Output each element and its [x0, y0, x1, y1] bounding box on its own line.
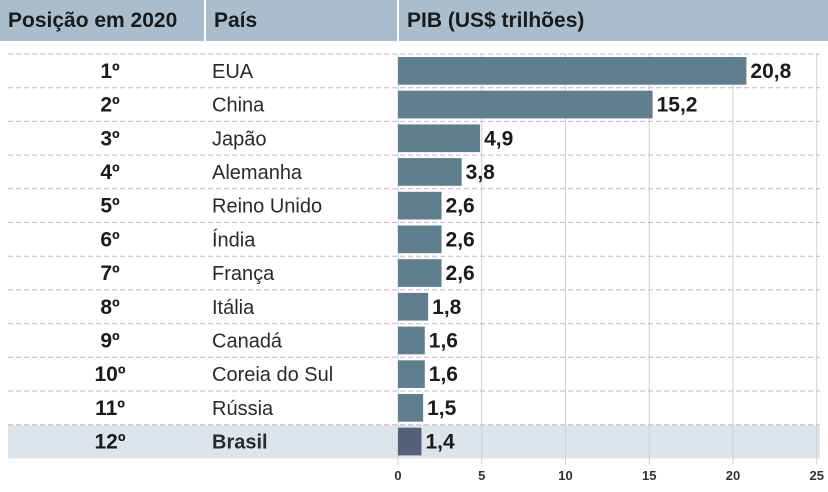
rank-label: 11º: [95, 397, 125, 420]
x-tick-label: 20: [726, 468, 740, 483]
value-label: 1,6: [429, 363, 458, 386]
rank-label: 6º: [100, 228, 120, 251]
bar-6: [398, 225, 442, 254]
rank-label: 3º: [100, 127, 120, 150]
bar-3: [398, 124, 481, 153]
bar-1: [398, 57, 747, 85]
rank-label: 1º: [100, 60, 120, 83]
rank-label: 5º: [100, 195, 120, 218]
value-label: 1,5: [427, 397, 457, 420]
bar-8: [398, 292, 429, 321]
value-label: 3,8: [466, 161, 496, 184]
x-tick-label: 10: [558, 468, 572, 483]
x-tick-label: 25: [810, 468, 824, 483]
x-tick-label: 15: [642, 468, 656, 483]
country-label: Coreia do Sul: [212, 364, 333, 386]
rank-label: 12º: [94, 431, 125, 454]
value-label: 2,6: [446, 262, 475, 285]
rank-label: 4º: [100, 161, 120, 184]
rank-label: 8º: [100, 296, 120, 319]
country-label: Canadá: [212, 330, 283, 352]
bar-12: [398, 427, 422, 456]
header-rank: Posição em 2020: [0, 0, 204, 41]
value-label: 15,2: [657, 94, 698, 117]
bar-9: [398, 326, 425, 355]
x-tick-label: 5: [478, 468, 485, 483]
country-label: França: [212, 263, 275, 285]
bar-4: [398, 158, 462, 186]
bar-11: [398, 394, 424, 422]
x-tick-label: 0: [394, 468, 401, 483]
value-label: 2,6: [446, 228, 475, 251]
table-header: Posição em 2020 País PIB (US$ trilhões): [0, 0, 828, 41]
country-label: Itália: [212, 297, 255, 319]
country-label: Brasil: [212, 432, 268, 454]
bar-10: [398, 360, 425, 388]
rank-label: 10º: [94, 363, 125, 386]
header-gdp: PIB (US$ trilhões): [399, 0, 828, 41]
header-country: País: [206, 0, 397, 41]
value-label: 2,6: [446, 195, 475, 218]
value-label: 1,8: [432, 296, 462, 319]
country-label: Rússia: [212, 398, 274, 420]
country-label: Reino Unido: [212, 196, 322, 218]
rank-label: 9º: [100, 329, 120, 352]
value-label: 1,4: [425, 431, 455, 454]
country-label: Japão: [212, 128, 267, 150]
value-label: 1,6: [429, 329, 458, 352]
value-label: 20,8: [750, 60, 791, 83]
bar-7: [398, 259, 442, 287]
country-label: Alemanha: [212, 162, 303, 184]
bar-2: [398, 90, 653, 119]
rank-label: 7º: [100, 262, 120, 285]
bar-5: [398, 191, 442, 220]
value-label: 4,9: [484, 127, 513, 150]
country-label: China: [212, 95, 265, 117]
country-label: EUA: [212, 61, 254, 83]
country-label: Índia: [212, 228, 256, 251]
rank-label: 2º: [100, 94, 120, 117]
